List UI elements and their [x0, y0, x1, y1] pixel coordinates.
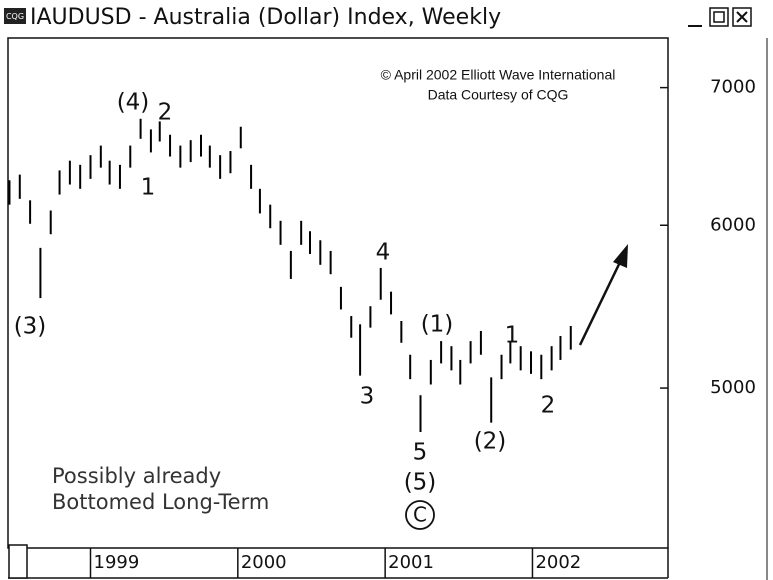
window-title: IAUDUSD - Australia (Dollar) Index, Week… [30, 5, 501, 30]
y-tick-label: 7000 [710, 77, 756, 98]
wave-label: 3 [360, 384, 375, 410]
note-text: Bottomed Long-Term [52, 490, 269, 514]
x-tick-label: 1999 [94, 552, 140, 573]
maximize-button[interactable] [709, 7, 729, 27]
wave-label: (3) [14, 314, 47, 340]
close-button[interactable] [732, 7, 752, 27]
arrow-head [613, 244, 628, 268]
note-text: Possibly already [52, 464, 221, 488]
wave-label: 2 [541, 393, 556, 419]
scroll-box[interactable] [8, 544, 28, 579]
x-tick-label: 2000 [241, 552, 287, 573]
x-tick-label: 2001 [388, 552, 434, 573]
icon-text: CQG [6, 12, 24, 21]
window-buttons[interactable] [688, 7, 752, 27]
close-icon [736, 11, 748, 23]
wave-label: 2 [158, 100, 173, 126]
maximize-icon [713, 11, 725, 23]
credit-text: Data Courtesy of CQG [428, 87, 569, 103]
wave-label: 1 [505, 323, 520, 349]
wave-label: 4 [376, 240, 391, 266]
x-tick-label: 2002 [535, 552, 581, 573]
wave-label: (2) [474, 429, 507, 455]
circle-mark [405, 500, 435, 530]
wave-label: (4) [117, 90, 150, 116]
wave-label: (5) [404, 470, 437, 496]
y-tick-label: 6000 [710, 214, 756, 235]
wave-label: 1 [141, 175, 156, 201]
y-tick-label: 5000 [710, 377, 756, 398]
wave-label: C [413, 503, 427, 527]
plot-frame [7, 37, 669, 549]
app-icon [4, 8, 26, 24]
wave-label: 5 [413, 440, 428, 466]
forecast-arrow [578, 257, 624, 346]
wave-label: (1) [421, 312, 454, 338]
credit-text: © April 2002 Elliott Wave International [381, 67, 616, 83]
